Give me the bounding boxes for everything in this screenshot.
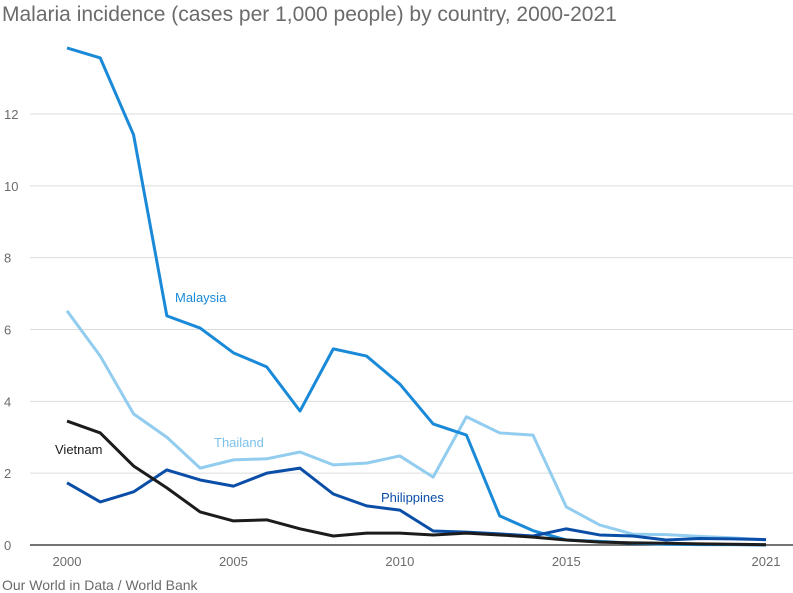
source-note: Our World in Data / World Bank [2,577,198,593]
series-label-thailand: Thailand [214,435,264,450]
y-tick-label: 12 [4,107,18,122]
chart-title: Malaria incidence (cases per 1,000 peopl… [2,3,617,26]
y-tick-label: 6 [4,323,11,338]
x-tick-label: 2010 [385,554,414,569]
x-tick-label: 2021 [752,554,781,569]
series-label-malaysia: Malaysia [175,290,227,305]
series-line-philippines [66,466,767,542]
x-tick-label: 2005 [219,554,248,569]
y-tick-label: 10 [4,179,18,194]
y-tick-label: 2 [4,466,11,481]
x-tick-label: 2000 [53,554,82,569]
x-tick-label: 2015 [552,554,581,569]
series-line-vietnam [66,419,767,547]
series-label-philippines: Philippines [381,490,444,505]
series-line-thailand [65,309,767,542]
y-tick-label: 0 [4,538,11,553]
y-tick-label: 8 [4,251,11,266]
series-label-vietnam: Vietnam [55,442,102,457]
y-tick-label: 4 [4,394,11,409]
